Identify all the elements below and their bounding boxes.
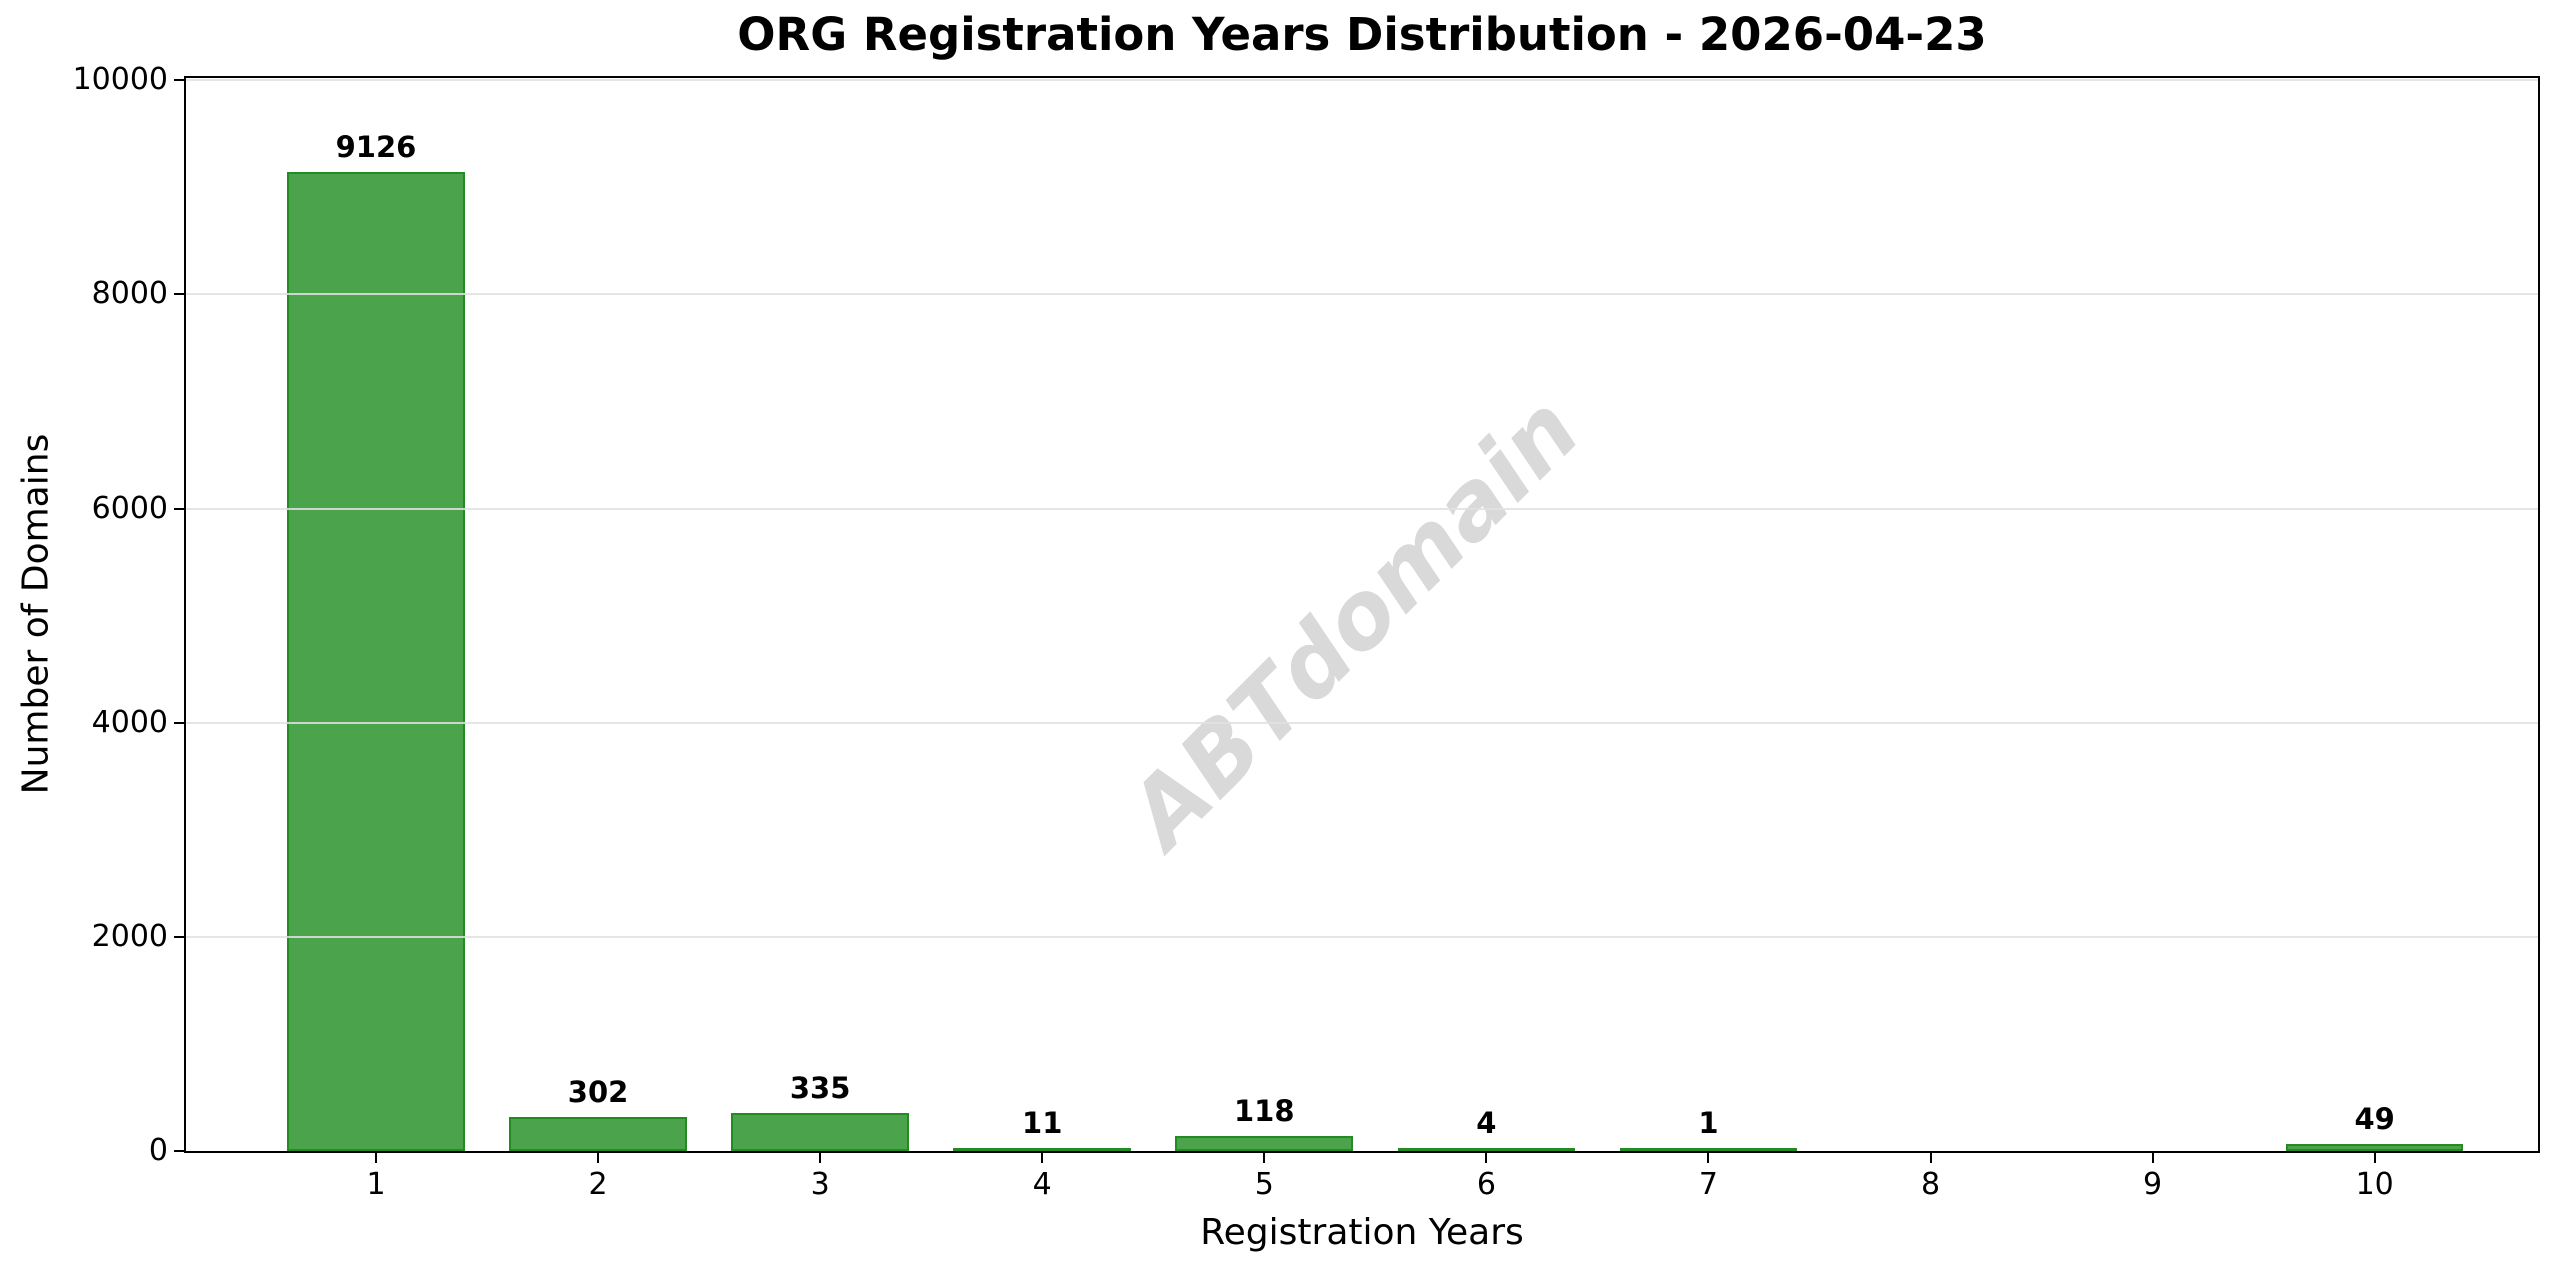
x-tick-mark (1485, 1153, 1488, 1163)
x-tick-mark (2373, 1153, 2376, 1163)
x-tick-mark (1929, 1153, 1932, 1163)
chart-title: ORG Registration Years Distribution - 20… (737, 8, 1987, 61)
bar-value-label: 118 (1234, 1094, 1295, 1128)
bar (509, 1117, 687, 1151)
x-tick-label: 7 (1698, 1167, 1718, 1202)
y-tick-label: 6000 (91, 490, 168, 526)
x-tick-label: 9 (2143, 1167, 2163, 1202)
y-axis-label: Number of Domains (15, 433, 57, 795)
gridline (185, 79, 2539, 82)
bar (2285, 1144, 2464, 1151)
y-tick-label: 4000 (91, 704, 168, 740)
bar (1175, 1136, 1354, 1151)
x-tick-mark (1041, 1153, 1044, 1163)
bar-value-label: 49 (2354, 1102, 2395, 1136)
y-tick-mark (174, 293, 184, 296)
gridline (185, 935, 2539, 938)
watermark-text: ABTdomain (1108, 376, 1600, 868)
y-tick-mark (174, 1150, 184, 1152)
bar-value-label: 335 (789, 1071, 851, 1105)
y-tick-mark (174, 79, 184, 82)
x-tick-label: 3 (810, 1167, 830, 1202)
y-tick-label: 2000 (91, 918, 168, 954)
y-tick-mark (174, 721, 184, 724)
y-tick-mark (174, 507, 184, 510)
y-tick-label: 0 (148, 1133, 168, 1168)
gridline (185, 507, 2539, 510)
gridline (185, 293, 2539, 296)
bar-value-label: 1 (1698, 1106, 1719, 1140)
y-tick-label: 8000 (91, 276, 168, 312)
bar-value-label: 302 (567, 1075, 629, 1109)
x-tick-mark (2151, 1153, 2154, 1163)
bar-value-label: 4 (1476, 1106, 1497, 1140)
bar (1397, 1148, 1576, 1152)
x-tick-label: 2 (588, 1167, 608, 1202)
gridline (185, 721, 2539, 724)
x-tick-label: 5 (1254, 1167, 1274, 1202)
bar (953, 1148, 1132, 1152)
bar-value-label: 9126 (335, 130, 417, 164)
x-tick-mark (374, 1153, 377, 1163)
x-tick-label: 8 (1920, 1167, 1941, 1202)
x-tick-label: 6 (1476, 1167, 1496, 1202)
y-tick-mark (174, 935, 184, 938)
bar (287, 172, 465, 1151)
x-tick-label: 1 (366, 1167, 386, 1202)
x-axis-label: Registration Years (1200, 1212, 1524, 1253)
x-tick-mark (597, 1153, 600, 1163)
bar (1619, 1148, 1798, 1152)
x-tick-mark (1263, 1153, 1266, 1163)
x-tick-label: 4 (1032, 1167, 1052, 1202)
bar-value-label: 11 (1022, 1106, 1063, 1140)
bar (731, 1113, 909, 1151)
y-tick-label: 10000 (72, 62, 168, 98)
x-tick-mark (1707, 1153, 1710, 1163)
plot-border (184, 76, 2540, 1153)
x-tick-mark (819, 1153, 822, 1163)
x-tick-label: 10 (2355, 1167, 2394, 1202)
